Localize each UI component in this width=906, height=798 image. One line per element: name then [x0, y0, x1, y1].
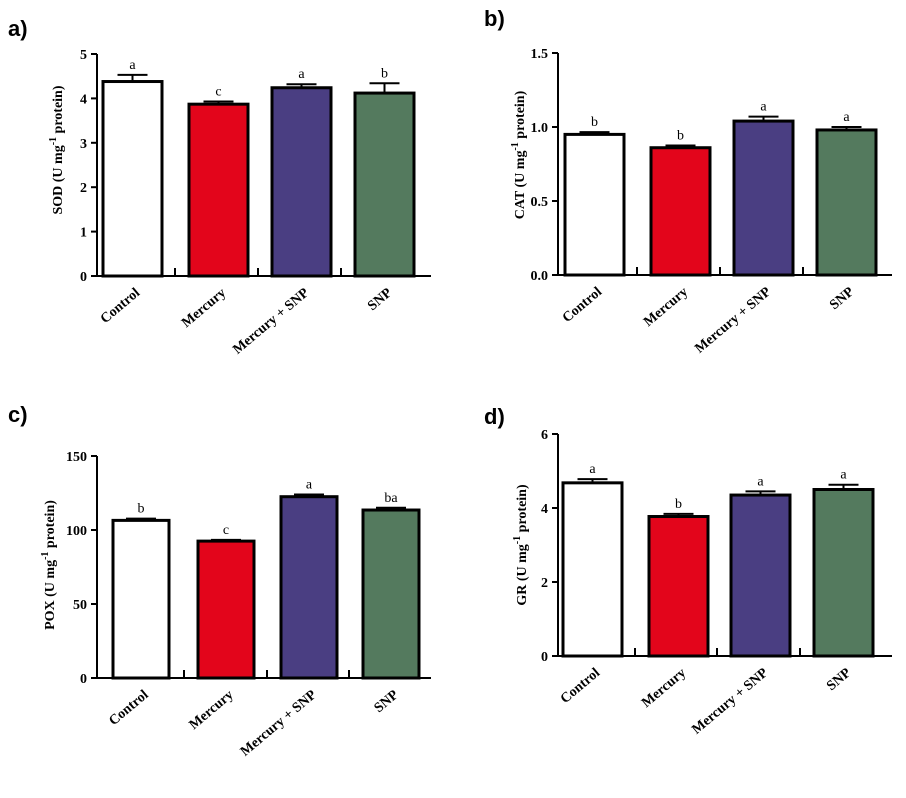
significance-label: c: [215, 85, 221, 100]
panel-letter: a): [8, 16, 28, 41]
y-axis-label: POX (U mg-1 protein): [40, 500, 58, 630]
significance-label: c: [223, 523, 229, 538]
y-tick-label: 50: [73, 598, 87, 613]
panel-letter: d): [484, 404, 505, 429]
y-tick-label: 1: [80, 226, 87, 241]
y-tick-label: 1.5: [531, 47, 549, 62]
y-tick-label: 5: [80, 48, 87, 63]
y-tick-label: 2: [80, 181, 87, 196]
bar: [732, 119, 795, 277]
chart-panel: d) 0 2 4 6 GR (U mg-1 protein) a Control b Mercur…: [484, 404, 892, 738]
y-tick-label: 0.5: [531, 195, 549, 210]
significance-label: a: [840, 468, 847, 483]
category-label: Control: [98, 286, 143, 327]
significance-label: a: [306, 477, 313, 492]
y-tick-label: 2: [541, 576, 548, 591]
significance-label: b: [138, 502, 145, 517]
bar: [563, 132, 626, 277]
category-label: SNP: [827, 284, 857, 313]
panel-letter: c): [8, 402, 28, 427]
significance-label: a: [760, 100, 767, 115]
chart-panel: b) 0.0 0.5 1.0 1.5 CAT (U mg-1 protein) b Contr…: [484, 6, 892, 357]
significance-label: a: [298, 67, 305, 82]
y-tick-label: 0: [541, 650, 548, 665]
panel-letter: b): [484, 6, 505, 31]
y-tick-label: 0: [80, 672, 87, 687]
bar: [270, 86, 333, 278]
category-label: Mercury + SNP: [230, 285, 312, 357]
y-tick-label: 150: [66, 450, 87, 465]
significance-label: b: [675, 497, 682, 512]
bar: [815, 128, 878, 277]
significance-label: b: [591, 115, 598, 130]
bar: [812, 488, 875, 658]
y-tick-label: 1.0: [531, 121, 549, 136]
category-label: SNP: [365, 285, 395, 314]
significance-label: b: [677, 129, 684, 144]
category-label: Mercury + SNP: [238, 687, 320, 759]
bar: [729, 493, 792, 658]
category-label: SNP: [824, 665, 854, 694]
y-tick-label: 4: [80, 92, 87, 107]
y-tick-label: 100: [66, 524, 87, 539]
category-label: SNP: [372, 687, 402, 716]
category-label: Control: [558, 666, 603, 707]
y-tick-label: 3: [80, 137, 87, 152]
bar: [279, 495, 339, 680]
bar: [196, 539, 256, 680]
significance-label: a: [589, 462, 596, 477]
bar: [649, 146, 712, 277]
category-label: Mercury + SNP: [689, 665, 771, 737]
category-label: Mercury: [179, 286, 229, 331]
significance-label: b: [381, 66, 388, 81]
significance-label: a: [129, 58, 136, 73]
bar: [561, 481, 624, 658]
y-tick-label: 0: [80, 270, 87, 285]
bar: [111, 518, 171, 680]
bar: [647, 515, 710, 658]
bar: [101, 80, 164, 278]
y-tick-label: 4: [541, 502, 548, 517]
bar: [361, 508, 421, 680]
chart-panel: a) 0 1 2 3 4 5 SOD (U mg-1 protein) a Control c Mer…: [8, 16, 431, 358]
y-axis-label: GR (U mg-1 protein): [512, 484, 530, 606]
category-label: Mercury: [641, 285, 691, 330]
bar: [353, 91, 416, 278]
significance-label: a: [757, 474, 764, 489]
significance-label: ba: [384, 491, 398, 506]
category-label: Control: [560, 285, 605, 326]
y-axis-label: SOD (U mg-1 protein): [48, 85, 66, 214]
category-label: Mercury: [187, 688, 237, 733]
category-label: Mercury + SNP: [692, 284, 774, 356]
y-tick-label: 0.0: [531, 269, 549, 284]
significance-label: a: [843, 110, 850, 125]
bar: [187, 102, 250, 278]
category-label: Mercury: [639, 666, 689, 711]
y-tick-label: 6: [541, 428, 548, 443]
category-label: Control: [106, 688, 151, 729]
chart-panel: c) 0 50 100 150 POX (U mg-1 protein) b Control c…: [8, 402, 431, 760]
y-axis-label: CAT (U mg-1 protein): [510, 90, 528, 219]
